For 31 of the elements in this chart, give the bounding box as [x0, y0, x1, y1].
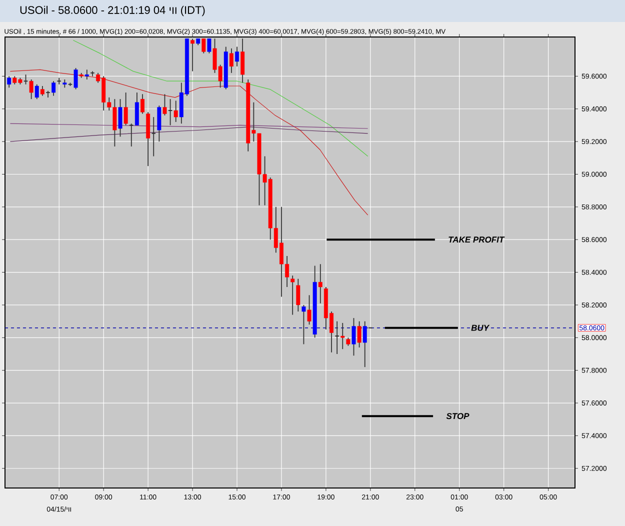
candlestick: [307, 294, 312, 326]
candlestick: [84, 69, 89, 80]
series-label: TAKE PROFIT: [448, 236, 505, 243]
candlestick: [290, 275, 295, 316]
candlestick: [46, 90, 50, 98]
candlestick: [128, 123, 134, 147]
candlestick: [334, 320, 340, 354]
candlestick: [157, 105, 162, 142]
chart-title: USOil - 58.0600 - 21:01:19 04 יוו (IDT): [20, 6, 205, 16]
candlestick: [318, 264, 322, 304]
candlestick: [124, 92, 128, 126]
candlestick: [151, 116, 156, 157]
series-label: STOP: [446, 413, 470, 420]
candlestick: [202, 38, 206, 54]
candlestick: [118, 98, 122, 138]
candlestick: [229, 48, 234, 74]
series-label: BUY: [471, 324, 490, 331]
candlestick: [56, 77, 62, 85]
candlestick: [7, 76, 12, 88]
candlestick: [207, 38, 212, 54]
candlestick: [190, 38, 195, 72]
candlestick: [23, 74, 28, 85]
candlestick: [240, 38, 245, 84]
candlestick: [235, 46, 239, 67]
candlestick: [296, 278, 300, 312]
candlestick: [34, 84, 39, 100]
candlestick: [140, 94, 144, 114]
candlestick: [168, 98, 173, 126]
candlestick: [352, 318, 356, 356]
candlestick: [357, 320, 362, 348]
candlestick: [302, 304, 306, 345]
